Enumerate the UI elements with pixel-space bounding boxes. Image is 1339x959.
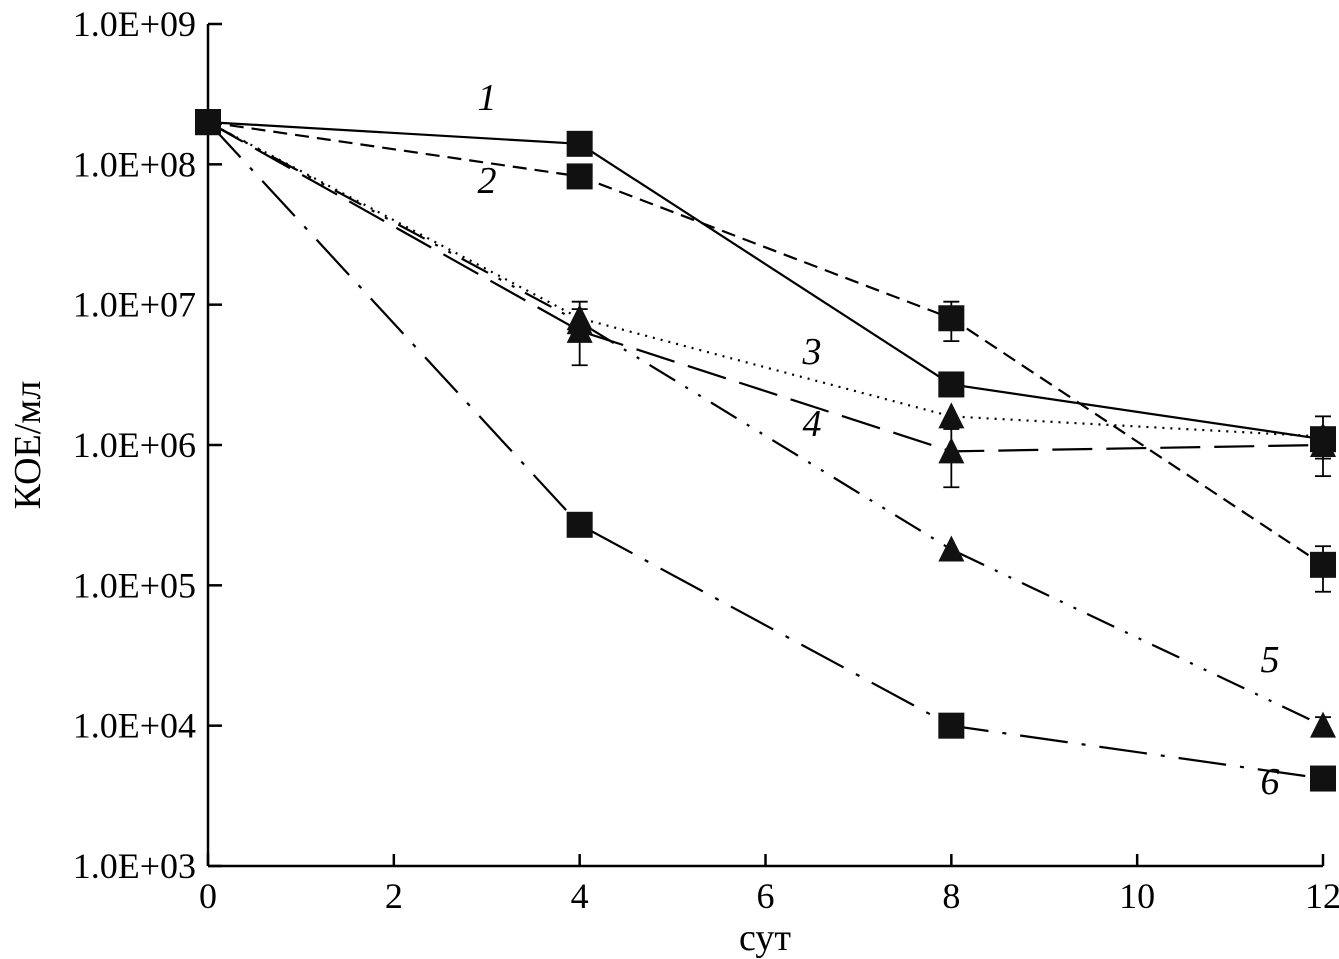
x-tick-label: 10 bbox=[1119, 876, 1155, 916]
x-tick-label: 4 bbox=[571, 876, 589, 916]
data-point-triangle bbox=[938, 437, 965, 464]
series-lines bbox=[207, 121, 1324, 780]
x-tick-label: 0 bbox=[199, 876, 217, 916]
series-label-4: 4 bbox=[803, 403, 822, 445]
data-point-square bbox=[1310, 765, 1336, 792]
data-point-triangle bbox=[938, 535, 965, 562]
series-label-5: 5 bbox=[1261, 639, 1280, 681]
data-point-triangle bbox=[938, 402, 965, 429]
series-line-6 bbox=[207, 121, 1324, 780]
markers bbox=[195, 108, 1336, 792]
y-tick-label: 1.0E+04 bbox=[73, 706, 196, 746]
y-tick-label: 1.0E+03 bbox=[73, 846, 196, 886]
series-label-2: 2 bbox=[478, 160, 497, 202]
series-labels: 1 2 3 4 5 6 bbox=[478, 77, 1280, 803]
x-ticks: 0 2 4 6 8 10 12 bbox=[199, 854, 1339, 916]
data-point-triangle bbox=[566, 308, 593, 335]
x-tick-label: 6 bbox=[757, 876, 775, 916]
series-label-3: 3 bbox=[802, 331, 822, 373]
series-line-1 bbox=[207, 121, 1324, 441]
data-point-triangle bbox=[1310, 431, 1336, 457]
data-point-triangle bbox=[1310, 711, 1336, 738]
data-point-square bbox=[195, 109, 221, 136]
data-point-square bbox=[1310, 551, 1336, 578]
data-point-square bbox=[566, 163, 593, 190]
y-tick-label: 1.0E+08 bbox=[73, 144, 196, 184]
series-line-3 bbox=[207, 121, 1324, 438]
series-line-2 bbox=[207, 121, 1324, 566]
series-line-4 bbox=[207, 121, 1324, 453]
axes bbox=[206, 24, 1323, 868]
y-axis-title: КОЕ/мл bbox=[7, 381, 49, 510]
x-tick-label: 8 bbox=[942, 876, 960, 916]
y-tick-label: 1.0E+07 bbox=[73, 285, 196, 325]
y-ticks: 1.0E+03 1.0E+04 1.0E+05 1.0E+06 1.0E+07 1.0E+… bbox=[73, 4, 222, 886]
data-point-square bbox=[938, 371, 965, 398]
series-label-1: 1 bbox=[478, 77, 497, 119]
y-tick-label: 1.0E+05 bbox=[73, 565, 196, 605]
x-tick-label: 2 bbox=[385, 876, 403, 916]
y-tick-label: 1.0E+09 bbox=[73, 4, 196, 44]
series-line-5 bbox=[207, 121, 1324, 727]
y-tick-label: 1.0E+06 bbox=[73, 425, 196, 465]
data-point-square bbox=[566, 130, 593, 157]
data-point-square bbox=[938, 305, 965, 332]
data-point-square bbox=[566, 511, 593, 538]
x-tick-label: 12 bbox=[1305, 876, 1339, 916]
data-point-square bbox=[938, 712, 965, 739]
series-label-6: 6 bbox=[1261, 761, 1280, 803]
x-axis-title: сут bbox=[739, 917, 791, 959]
